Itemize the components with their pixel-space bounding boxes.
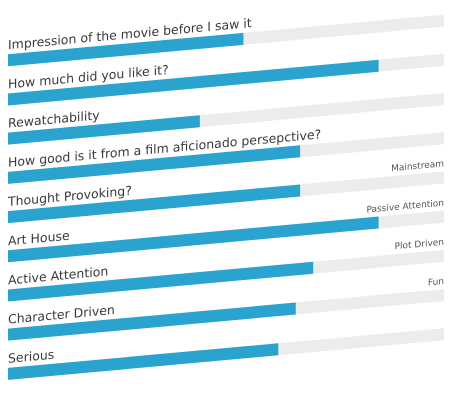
category-label: Art House — [8, 228, 70, 249]
opposite-label: Fun — [428, 277, 444, 288]
opposite-label: Mainstream — [391, 159, 444, 174]
chart-body: Impression of the movie before I saw itH… — [7, 0, 444, 380]
category-label: Serious — [8, 347, 54, 366]
opposite-label: Plot Driven — [395, 238, 444, 252]
